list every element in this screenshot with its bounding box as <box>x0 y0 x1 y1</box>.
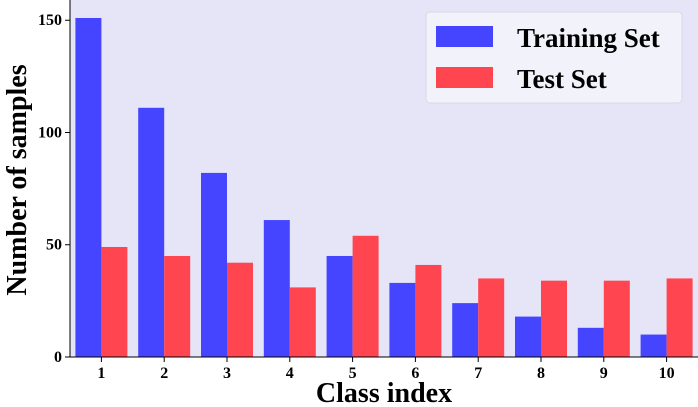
bar-test-class-2 <box>164 255 191 357</box>
y-tick-label: 150 <box>38 12 62 29</box>
bar-test-class-4 <box>289 287 316 357</box>
bar-training-class-1 <box>75 18 102 357</box>
x-tick-label: 2 <box>160 365 168 382</box>
legend-label-test: Test Set <box>517 64 607 94</box>
legend-swatch-test <box>436 67 493 88</box>
bar-test-class-3 <box>227 262 253 357</box>
y-tick-label: 50 <box>46 237 62 254</box>
bar-test-class-5 <box>352 235 379 357</box>
bar-training-class-10 <box>640 334 667 357</box>
y-axis-title: Number of samples <box>2 64 33 295</box>
x-tick-label: 4 <box>286 365 294 382</box>
y-tick-label: 100 <box>38 124 62 141</box>
bar-training-class-3 <box>201 172 227 357</box>
bar-training-class-7 <box>452 303 479 357</box>
y-ticks-group: 0 50 100 150 <box>38 12 70 366</box>
bar-test-class-6 <box>415 264 442 357</box>
x-tick-label: 8 <box>537 365 545 382</box>
x-tick-label: 10 <box>659 365 675 382</box>
legend-label-training: Training Set <box>517 23 660 53</box>
bar-test-class-1 <box>101 246 128 357</box>
y-tick-label: 0 <box>54 349 62 366</box>
bar-test-class-8 <box>541 280 567 357</box>
legend-swatch-training <box>436 26 493 47</box>
legend: Training Set Test Set <box>425 11 683 104</box>
bar-training-class-2 <box>138 107 165 357</box>
bar-training-class-5 <box>326 255 353 357</box>
bar-test-class-9 <box>603 280 630 357</box>
bar-test-class-10 <box>666 278 693 357</box>
bar-training-class-4 <box>263 220 290 357</box>
x-tick-label: 1 <box>97 365 105 382</box>
x-tick-label: 7 <box>474 365 482 382</box>
bar-training-class-6 <box>389 282 416 357</box>
bar-training-class-9 <box>577 327 604 357</box>
x-tick-label: 6 <box>411 365 419 382</box>
x-tick-label: 3 <box>223 365 231 382</box>
x-tick-label: 5 <box>349 365 357 382</box>
x-axis-title: Class index <box>316 378 452 407</box>
bar-test-class-7 <box>478 278 505 357</box>
x-tick-label: 9 <box>600 365 608 382</box>
bar-training-class-8 <box>515 316 541 357</box>
bars-group <box>75 18 693 357</box>
x-ticks-group: 1 2 3 4 5 6 7 8 9 10 <box>97 357 675 382</box>
